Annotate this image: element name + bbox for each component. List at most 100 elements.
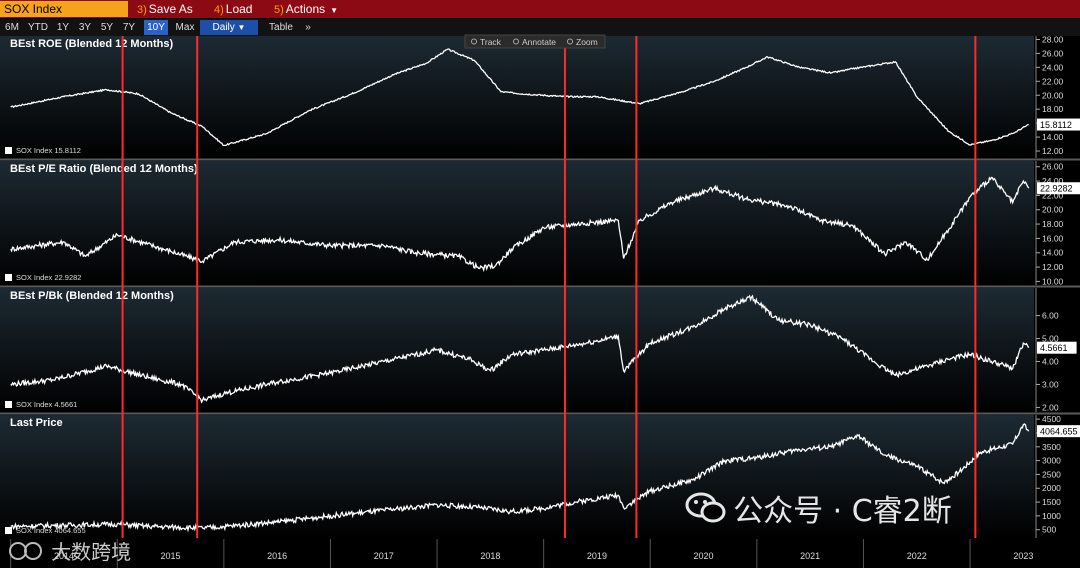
x-tick-label: 2022	[907, 551, 927, 561]
wechat-icon	[684, 490, 728, 526]
corner-watermark-text: 大数跨境	[51, 540, 132, 564]
y-tick-label: 24.00	[1042, 62, 1064, 72]
y-tick-label: 500	[1042, 525, 1056, 535]
range-6m-button[interactable]: 6M	[5, 22, 19, 33]
panel-title: Last Price	[10, 417, 63, 429]
chart-tools-bar	[464, 34, 606, 49]
y-tick-label: 26.00	[1042, 48, 1064, 58]
top-toolbar: SOX Index 3) Save As 4) Load 5) Actions ▼	[0, 0, 1080, 18]
y-tick-label: 2.00	[1042, 402, 1059, 412]
logo-icon	[6, 539, 46, 563]
y-tick-label: 24.00	[1042, 176, 1064, 186]
y-tick-label: 20.00	[1042, 90, 1064, 100]
y-tick-label: 3000	[1042, 456, 1061, 466]
y-tick-label: 3.00	[1042, 379, 1059, 389]
wechat-watermark: 公众号 · C睿2断	[684, 486, 952, 530]
panel-background	[0, 415, 1034, 538]
series-line	[10, 423, 1030, 533]
legend-label: SOX Index 4064.655	[16, 526, 86, 535]
x-tick-label: 2021	[800, 551, 820, 561]
y-tick-label: 2000	[1042, 483, 1061, 493]
frequency-label: Daily	[212, 22, 235, 33]
y-tick-label: 22.00	[1042, 190, 1064, 200]
frequency-dropdown[interactable]: Daily ▼	[200, 20, 258, 35]
y-tick-label: 10.00	[1042, 276, 1064, 286]
y-tick-label: 4500	[1042, 414, 1061, 424]
table-button[interactable]: Table	[269, 22, 293, 33]
range-1y-button[interactable]: 1Y	[56, 22, 70, 33]
y-tick-label: 14.00	[1042, 132, 1064, 142]
actions-num: 5)	[274, 4, 284, 16]
y-tick-label: 16.00	[1042, 233, 1064, 243]
y-tick-label: 1500	[1042, 497, 1061, 507]
save-as-label: Save As	[148, 2, 193, 16]
y-tick-label: 20.00	[1042, 205, 1064, 215]
x-tick-label: 2014	[54, 551, 74, 561]
range-7y-button[interactable]: 7Y	[122, 22, 136, 33]
last-value-label: 4.5661	[1040, 343, 1068, 353]
save-as-num: 3)	[137, 4, 147, 16]
legend-swatch	[5, 527, 12, 534]
range-10y-button[interactable]: 10Y	[144, 20, 168, 35]
last-value-box	[1037, 182, 1080, 195]
tool-button-zoom: Zoom	[576, 37, 598, 47]
x-tick-label: 2016	[267, 551, 287, 561]
zoom-icon	[567, 38, 573, 45]
legend-label: SOX Index 22.9282	[16, 273, 81, 282]
save-as-menu[interactable]: 3) Save As	[137, 0, 193, 18]
range-3y-button[interactable]: 3Y	[78, 22, 92, 33]
x-tick-label: 2017	[374, 551, 394, 561]
series-line	[10, 48, 1029, 147]
caret-down-icon: ▼	[237, 23, 246, 32]
y-tick-label: 18.00	[1042, 104, 1064, 114]
y-tick-label: 6.00	[1042, 311, 1059, 321]
x-tick-label: 2020	[694, 551, 714, 561]
legend-swatch	[5, 401, 12, 408]
load-label: Load	[225, 2, 253, 16]
legend-swatch	[5, 274, 12, 281]
series-line	[10, 294, 1030, 404]
last-value-label: 4064.655	[1040, 427, 1078, 437]
security-field[interactable]: SOX Index	[0, 1, 128, 17]
last-value-box	[1037, 118, 1080, 131]
more-button[interactable]: »	[305, 22, 311, 33]
y-tick-label: 26.00	[1042, 162, 1064, 172]
y-tick-label: 18.00	[1042, 219, 1064, 229]
tool-button-annotate: Annotate	[522, 37, 556, 47]
panel-background	[0, 288, 1034, 412]
load-num: 4)	[214, 4, 224, 16]
y-tick-label: 12.00	[1042, 262, 1064, 272]
x-axis-band	[0, 538, 1080, 568]
y-tick-label: 5.00	[1042, 334, 1059, 344]
panel-title: BEst P/E Ratio (Blended 12 Months)	[10, 163, 198, 175]
legend-label: SOX Index 15.8112	[16, 146, 81, 155]
actions-menu[interactable]: 5) Actions ▼	[274, 0, 338, 18]
panel-background	[0, 36, 1034, 158]
x-tick-label: 2015	[161, 551, 181, 561]
tool-button-track: Track	[480, 37, 502, 47]
legend-label: SOX Index 4.5661	[16, 400, 77, 409]
y-tick-label: 3500	[1042, 442, 1061, 452]
y-tick-label: 4.00	[1042, 356, 1059, 366]
load-menu[interactable]: 4) Load	[214, 0, 252, 18]
y-tick-label: 12.00	[1042, 146, 1064, 156]
last-value-box	[1037, 425, 1080, 438]
range-5y-button[interactable]: 5Y	[100, 22, 114, 33]
range-ytd-button[interactable]: YTD	[28, 22, 48, 33]
panel-title: BEst P/Bk (Blended 12 Months)	[10, 290, 174, 302]
range-max-button[interactable]: Max	[175, 22, 195, 33]
y-tick-label: 14.00	[1042, 248, 1064, 258]
last-value-label: 15.8112	[1040, 120, 1072, 130]
track-icon	[471, 38, 477, 45]
panel-title: BEst ROE (Blended 12 Months)	[10, 38, 174, 50]
x-tick-label: 2018	[480, 551, 500, 561]
y-tick-label: 22.00	[1042, 76, 1064, 86]
wechat-watermark-text: 公众号 · C睿2断	[733, 494, 952, 529]
last-value-label: 22.9282	[1040, 184, 1073, 194]
y-tick-label: 2500	[1042, 469, 1061, 479]
last-value-box	[1037, 341, 1077, 354]
y-tick-label: 28.00	[1042, 34, 1064, 44]
caret-down-icon: ▼	[330, 6, 339, 15]
x-tick-label: 2023	[1013, 551, 1033, 561]
